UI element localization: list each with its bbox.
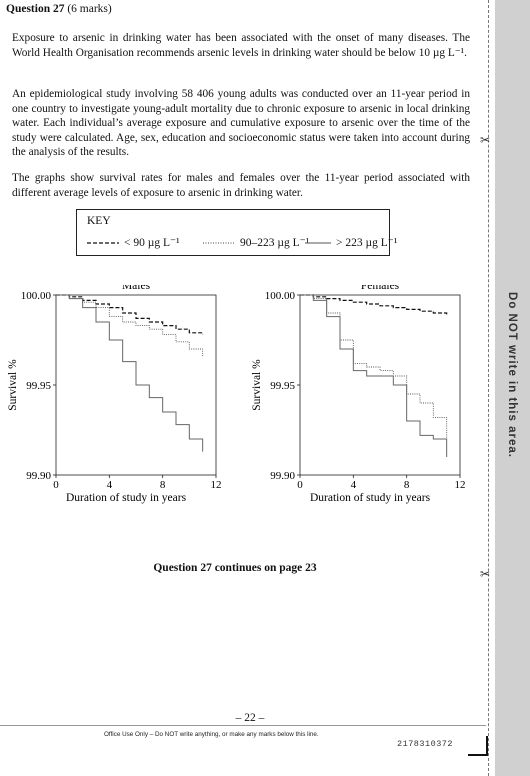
x-tick-label: 4 — [107, 479, 113, 491]
graph-key: KEY < 90 µg L⁻¹ 90–223 µg L⁻¹ > 223 µg L… — [76, 209, 397, 256]
females-survival-chart: Females 99.90 99.95 100.00 0 4 8 12 Duration of … — [251, 285, 466, 504]
plot-frame — [299, 294, 461, 476]
x-axis-label: Duration of study in years — [66, 492, 187, 504]
series-line-dotted — [56, 294, 204, 357]
key-item-mid: 90–223 µg L⁻¹ — [203, 235, 309, 249]
office-use-note: Office Use Only – Do NOT write anything,… — [104, 731, 319, 738]
series-line-dashed — [56, 294, 204, 335]
x-tick-label: 8 — [160, 479, 166, 491]
question-title: Question 27 — [6, 3, 65, 15]
x-tick-label: 0 — [297, 479, 303, 491]
males-survival-chart: Males 99.90 99.95 100.00 0 4 8 12 Duration of st… — [7, 285, 222, 504]
x-tick-label: 4 — [351, 479, 357, 491]
key-title: KEY — [87, 215, 111, 227]
page-number: – 22 – — [235, 712, 265, 724]
x-tick-label: 12 — [455, 479, 466, 491]
x-tick-label: 12 — [211, 479, 222, 491]
key-item-high: > 223 µg L⁻¹ — [305, 235, 397, 249]
question-heading: Question 27 (6 marks) — [6, 3, 112, 15]
question-marks: (6 marks) — [67, 3, 112, 15]
y-tick-label: 100.00 — [265, 290, 296, 302]
barcode-number: 2178310372 — [397, 739, 454, 749]
dotted-line-icon — [203, 242, 235, 244]
paragraph-intro: Exposure to arsenic in drinking water ha… — [12, 32, 470, 59]
y-axis-label: Survival % — [251, 359, 263, 411]
dashed-line-icon — [87, 242, 119, 244]
x-axis-label: Duration of study in years — [310, 492, 431, 504]
y-tick-label: 99.90 — [26, 470, 51, 482]
margin-warning: Do NOT write in this area. — [506, 292, 518, 458]
series-line-solid — [300, 294, 448, 457]
chart-title: Males — [122, 285, 151, 292]
x-tick-label: 8 — [404, 479, 410, 491]
y-tick-label: 99.95 — [270, 380, 295, 392]
paragraph-graphs: The graphs show survival rates for males… — [12, 172, 470, 199]
x-tick-label: 0 — [53, 479, 59, 491]
chart-title: Females — [361, 285, 400, 292]
key-item-low: < 90 µg L⁻¹ — [87, 235, 180, 249]
scissors-icon: ✂ — [480, 567, 491, 581]
series-line-solid — [56, 294, 204, 452]
scissors-icon: ✂ — [480, 133, 491, 147]
cut-line — [488, 0, 489, 776]
continues-note: Question 27 continues on page 23 — [153, 562, 317, 574]
y-tick-label: 100.00 — [21, 290, 52, 302]
y-axis-label: Survival % — [7, 359, 19, 411]
office-use-rule — [0, 725, 486, 726]
solid-line-icon — [305, 242, 331, 244]
corner-mark — [468, 736, 488, 756]
margin-bar — [495, 0, 530, 776]
y-tick-label: 99.90 — [270, 470, 295, 482]
series-line-dotted — [300, 294, 448, 439]
series-line-dashed — [300, 294, 448, 315]
paragraph-study: An epidemiological study involving 58 40… — [12, 88, 470, 159]
y-tick-label: 99.95 — [26, 380, 51, 392]
